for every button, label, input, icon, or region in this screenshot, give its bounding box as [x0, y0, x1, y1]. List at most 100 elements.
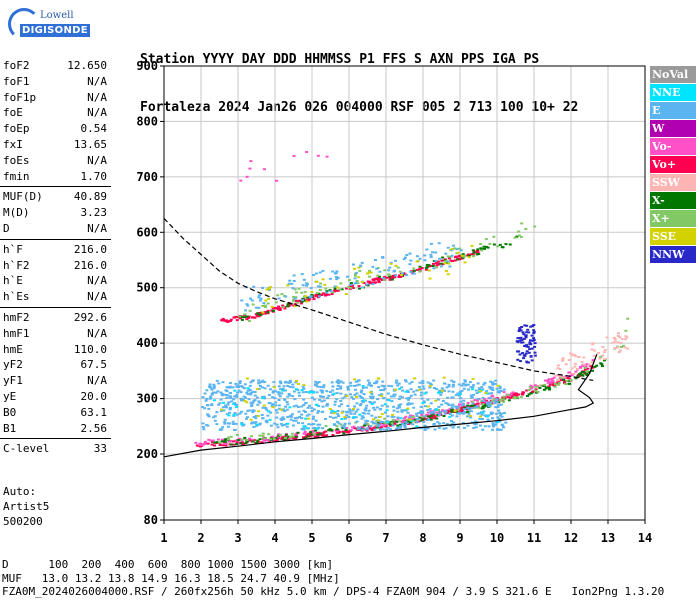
param-row: foF1 N/A [0, 74, 111, 90]
header-value: 005 [421, 100, 446, 115]
echo-point [368, 395, 372, 398]
echo-point [506, 396, 510, 399]
echo-point [415, 268, 419, 271]
echo-point [267, 297, 271, 300]
echo-point [435, 388, 439, 391]
echo-point [361, 385, 365, 387]
echo-point [335, 286, 339, 289]
echo-point [481, 396, 485, 399]
echo-point [482, 410, 486, 413]
echo-point [496, 245, 500, 248]
echo-point [271, 390, 275, 393]
echo-point [396, 266, 400, 269]
echo-point [481, 401, 485, 404]
echo-point [518, 327, 522, 329]
echo-point [468, 408, 472, 411]
echo-point [269, 286, 273, 289]
echo-point [368, 391, 372, 394]
echo-point [556, 379, 560, 381]
echo-point [431, 265, 435, 267]
echo-point [320, 294, 324, 296]
echo-point [235, 394, 239, 397]
echo-point [457, 383, 461, 386]
echo-point [432, 387, 436, 389]
echo-point [386, 423, 390, 426]
echo-point [303, 430, 307, 433]
echo-point [361, 401, 365, 403]
footer-info: D 100 200 400 600 800 1000 1500 3000 [km… [2, 558, 664, 599]
echo-point [255, 414, 258, 417]
echo-point [459, 249, 463, 252]
echo-point [446, 255, 450, 258]
echo-point [412, 272, 416, 275]
echo-point [441, 422, 445, 425]
echo-point [291, 287, 295, 290]
echo-point [279, 422, 283, 425]
echo-point [439, 393, 443, 396]
echo-point [406, 389, 409, 392]
echo-point [230, 400, 234, 403]
echo-point [292, 419, 296, 422]
echo-point [212, 387, 216, 390]
echo-point [479, 390, 482, 393]
echo-point [513, 396, 517, 398]
echo-point [240, 399, 244, 402]
echo-point [496, 406, 500, 408]
echo-point [423, 424, 427, 427]
echo-point [365, 429, 369, 432]
echo-point [251, 411, 255, 414]
echo-point [561, 359, 565, 362]
echo-point [279, 382, 283, 385]
echo-point [531, 390, 535, 393]
autoscaling-info: Auto: Artist5 500200 [3, 484, 49, 529]
echo-point [546, 381, 550, 384]
echo-point [504, 421, 508, 424]
echo-point [280, 437, 284, 440]
echo-point [457, 408, 461, 411]
echo-point [358, 269, 362, 272]
echo-point [274, 401, 278, 404]
echo-point [321, 292, 325, 295]
echo-point [388, 421, 392, 424]
param-name: B0 [3, 405, 17, 419]
echo-point [423, 415, 427, 418]
param-row: h`E N/A [0, 273, 111, 289]
echo-point [450, 420, 453, 422]
header-value: 2 [453, 100, 461, 115]
echo-point [548, 383, 552, 386]
echo-point [437, 426, 441, 429]
echo-point [462, 412, 466, 415]
echo-point [419, 394, 423, 397]
echo-point [480, 413, 484, 416]
param-row: foEp 0.54 [0, 121, 111, 137]
echo-point [261, 286, 264, 289]
echo-point [249, 381, 253, 384]
echo-point [450, 247, 454, 250]
echo-point [394, 264, 398, 267]
echo-point [329, 411, 333, 414]
echo-point [291, 435, 295, 438]
echo-point [388, 423, 392, 426]
echo-point [213, 399, 216, 402]
echo-point [372, 427, 376, 430]
echo-point [586, 367, 590, 370]
header-value: RSF [390, 100, 414, 115]
echo-point [624, 338, 627, 341]
echo-point [227, 414, 231, 417]
echo-point [270, 305, 274, 308]
echo-point [355, 392, 359, 395]
echo-point [246, 409, 250, 412]
echo-point [429, 418, 433, 421]
echo-point [278, 380, 282, 383]
echo-point [370, 402, 374, 405]
echo-point [333, 411, 337, 413]
echo-point [346, 405, 350, 407]
echo-point [266, 439, 270, 442]
echo-point [325, 291, 329, 294]
echo-point [205, 397, 209, 400]
echo-point [462, 387, 466, 390]
echo-point [208, 439, 212, 442]
echo-point [272, 438, 276, 440]
echo-point [378, 408, 382, 411]
echo-point [243, 399, 247, 402]
